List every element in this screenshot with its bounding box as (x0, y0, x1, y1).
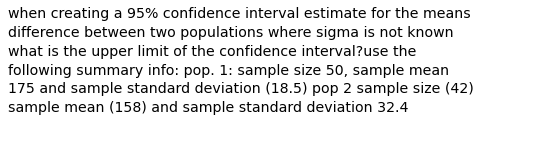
Text: when creating a 95% confidence interval estimate for the means
difference betwee: when creating a 95% confidence interval … (8, 7, 474, 115)
